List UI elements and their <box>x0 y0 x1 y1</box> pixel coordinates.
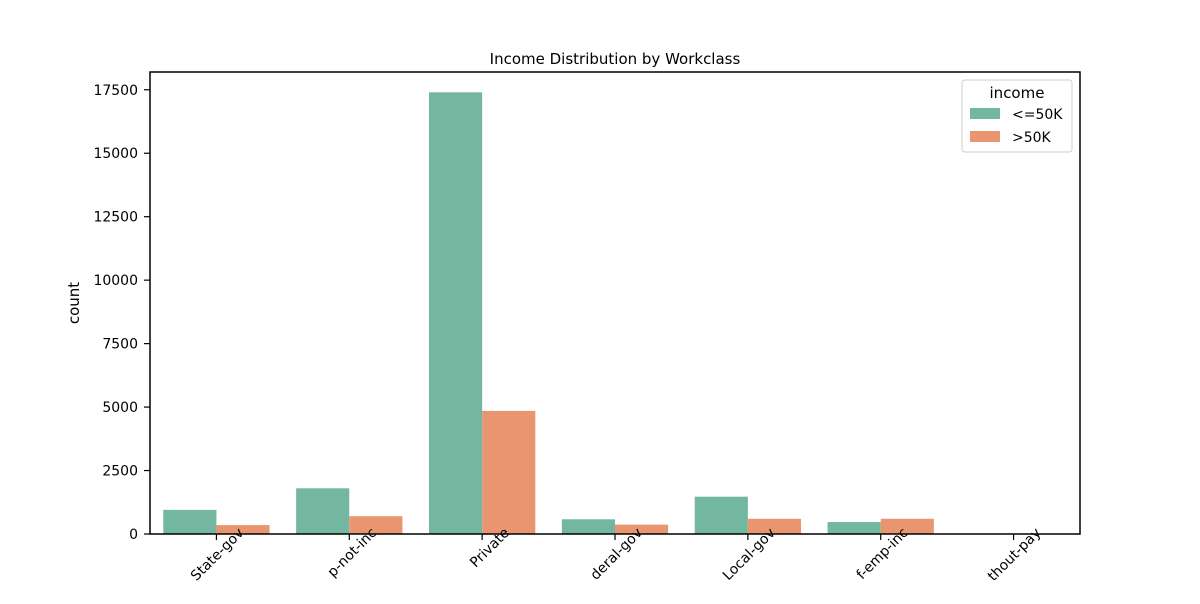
bar-le50k-5 <box>827 522 881 534</box>
bar-gt50k-2 <box>482 410 536 534</box>
bar-gt50k-4 <box>747 518 801 534</box>
legend-swatch-0 <box>970 108 1000 119</box>
y-tick-label: 17500 <box>93 83 138 99</box>
y-tick-label: 5000 <box>102 400 138 416</box>
legend-label-1: >50K <box>1012 130 1052 146</box>
bar-le50k-0 <box>163 509 217 534</box>
bar-le50k-4 <box>694 496 748 534</box>
y-tick-label: 7500 <box>102 337 138 353</box>
legend-label-0: <=50K <box>1012 107 1063 123</box>
legend-title: income <box>990 84 1045 102</box>
y-tick-label: 2500 <box>102 464 138 480</box>
y-tick-label: 12500 <box>93 210 138 226</box>
bar-gt50k-1 <box>349 516 403 534</box>
legend-swatch-1 <box>970 131 1000 142</box>
bar-gt50k-3 <box>615 524 669 534</box>
y-axis-label: count <box>65 282 83 324</box>
bar-le50k-1 <box>296 488 350 534</box>
y-tick-label: 0 <box>129 527 138 543</box>
bar-gt50k-5 <box>880 518 934 534</box>
bar-le50k-3 <box>561 519 615 534</box>
bar-gt50k-0 <box>216 525 270 534</box>
bars-group <box>163 92 934 535</box>
legend: income <=50K >50K <box>961 79 1073 153</box>
plot-frame <box>149 71 1081 535</box>
chart-title: Income Distribution by Workclass <box>490 50 741 68</box>
y-tick-label: 15000 <box>93 146 138 162</box>
y-axis: 0 2500 5000 7500 10000 12500 15000 17500 <box>93 83 150 543</box>
y-tick-label: 10000 <box>93 273 138 289</box>
bar-le50k-2 <box>429 92 483 535</box>
